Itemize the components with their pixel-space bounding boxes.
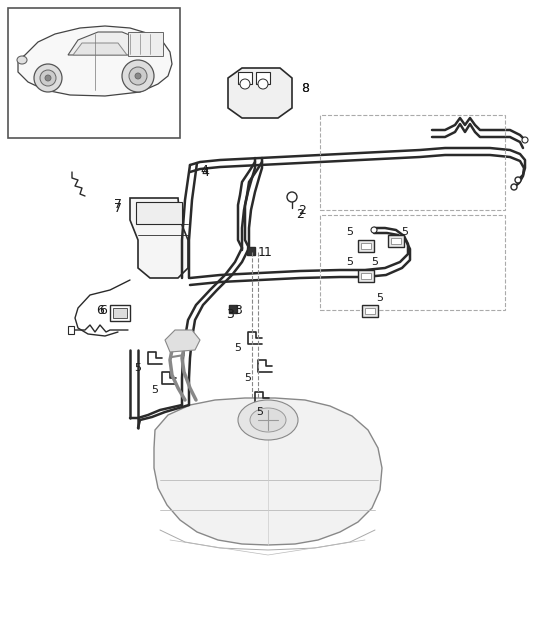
Bar [238,72,252,84]
Bar [113,308,127,318]
Text: 7: 7 [114,198,122,212]
Bar [362,305,378,317]
Ellipse shape [45,75,51,81]
Ellipse shape [258,79,268,89]
Ellipse shape [40,70,56,86]
Ellipse shape [371,227,377,233]
Text: 3: 3 [226,308,234,320]
Bar [320,215,505,310]
Bar [229,305,237,313]
Ellipse shape [135,73,141,79]
Ellipse shape [240,79,250,89]
Bar [8,8,180,138]
Text: 1: 1 [258,246,266,259]
Bar [128,32,163,56]
Bar [320,115,505,210]
Ellipse shape [238,400,298,440]
Polygon shape [68,32,152,55]
Bar [110,305,130,321]
Text: 7: 7 [114,202,122,215]
Bar [361,273,371,279]
Text: 4: 4 [200,163,208,176]
Polygon shape [165,330,200,352]
Polygon shape [228,68,292,118]
Ellipse shape [129,67,147,85]
Bar [256,72,270,84]
Text: 5: 5 [347,227,354,237]
Text: 5: 5 [135,363,142,373]
Text: 3: 3 [234,303,242,317]
Text: 5: 5 [152,385,159,395]
Ellipse shape [511,184,517,190]
Ellipse shape [34,64,62,92]
Bar [136,202,182,224]
Text: 6: 6 [99,303,107,317]
Text: 5: 5 [377,293,384,303]
Text: 5: 5 [402,227,409,237]
Polygon shape [154,398,382,545]
Text: 8: 8 [301,82,309,94]
Bar [388,235,404,247]
Ellipse shape [17,56,27,64]
Text: 4: 4 [201,166,209,180]
Bar [247,247,255,255]
Text: 5: 5 [257,407,263,417]
Ellipse shape [515,177,521,183]
Ellipse shape [522,137,528,143]
Ellipse shape [250,408,286,432]
Text: 5: 5 [372,257,378,267]
Text: 8: 8 [301,82,309,94]
Text: 2: 2 [298,203,306,217]
Bar [68,326,74,334]
Text: 5: 5 [234,343,241,353]
Bar [365,308,375,314]
Bar [391,238,401,244]
Text: 5: 5 [347,257,354,267]
Bar [358,270,374,282]
Polygon shape [73,43,127,55]
Text: 6: 6 [96,303,104,317]
Ellipse shape [287,192,297,202]
Text: 5: 5 [245,373,251,383]
Polygon shape [130,198,188,278]
Text: 2: 2 [296,208,304,222]
Bar [361,243,371,249]
Text: 1: 1 [264,247,272,259]
Polygon shape [18,26,172,96]
Bar [358,240,374,252]
Ellipse shape [122,60,154,92]
